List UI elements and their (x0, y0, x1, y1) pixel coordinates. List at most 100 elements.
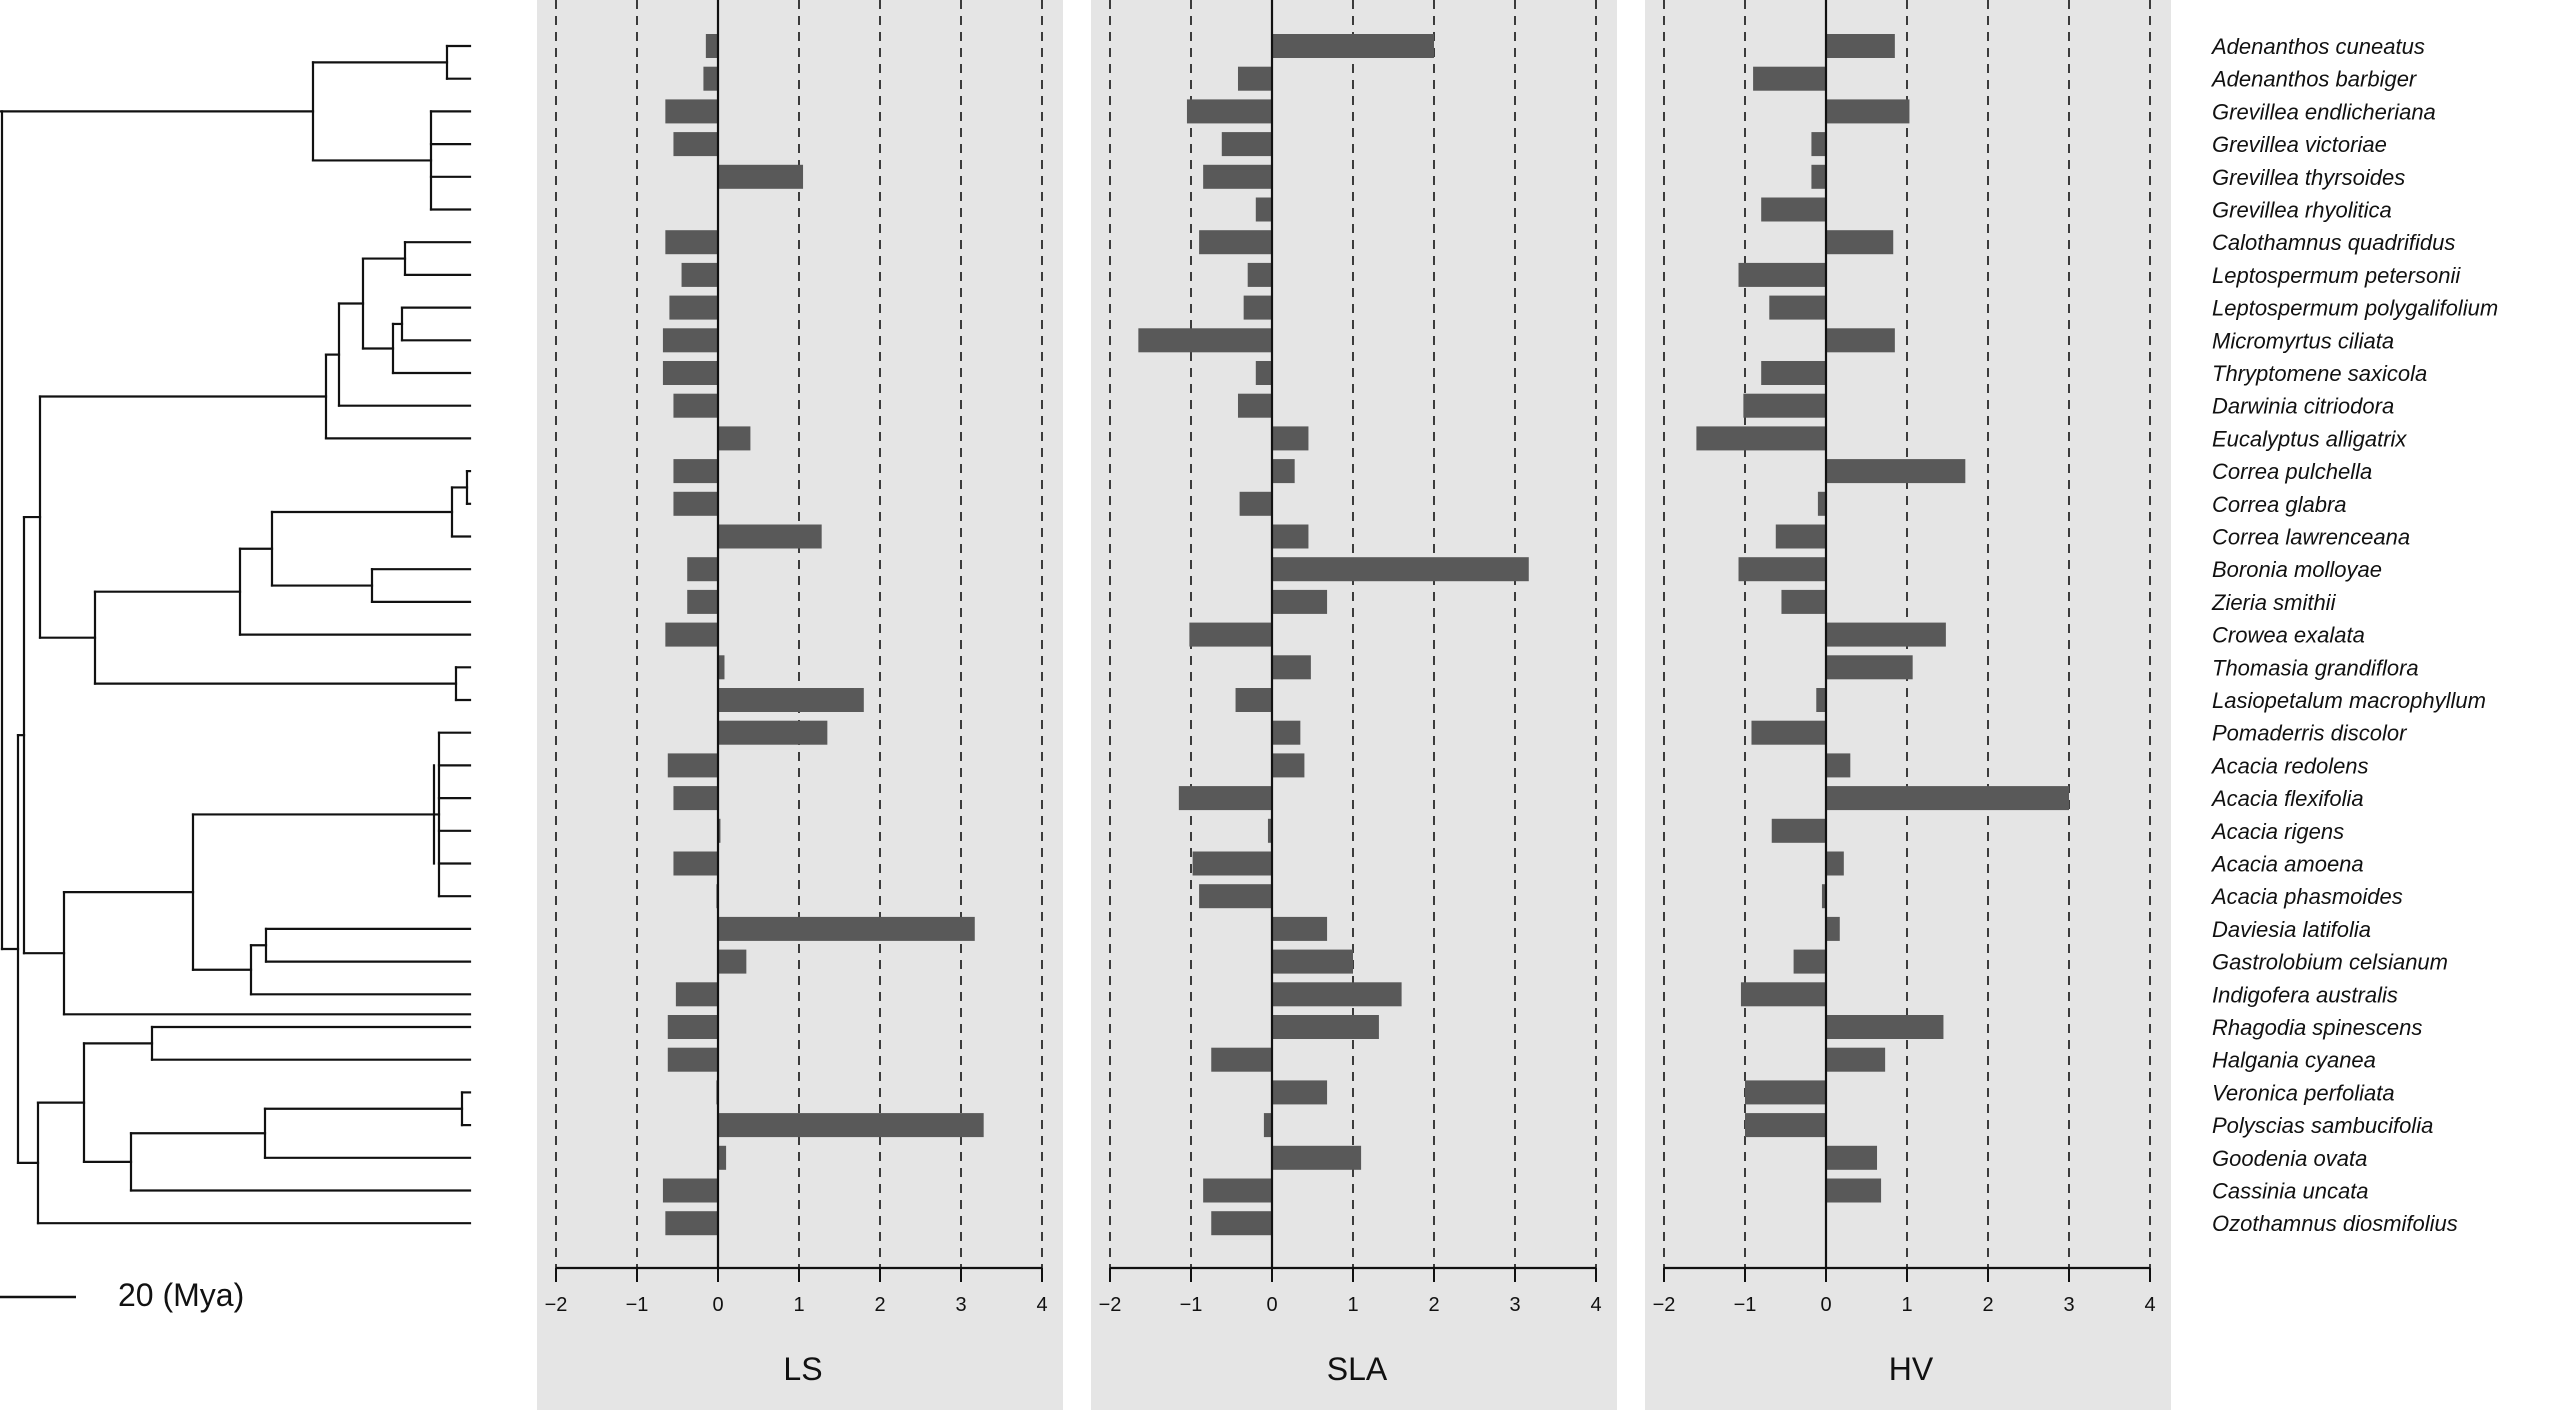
bar (1826, 1145, 1878, 1170)
bar (1738, 262, 1826, 287)
species-label: Rhagodia spinescens (2212, 1015, 2422, 1040)
bar (1272, 426, 1309, 451)
x-tick-label: −1 (626, 1294, 649, 1316)
x-tick-label: 1 (1347, 1294, 1358, 1316)
bar (1272, 1015, 1379, 1039)
bar (1255, 361, 1272, 385)
species-label: Leptospermum polygalifolium (2212, 296, 2498, 321)
x-tick-label: −2 (545, 1294, 568, 1316)
species-label: Cassinia uncata (2212, 1179, 2369, 1204)
bar (673, 491, 718, 516)
bar (1743, 393, 1826, 418)
bar (1247, 262, 1272, 287)
bar (718, 1145, 727, 1170)
bar (1826, 1015, 1944, 1039)
bar (1203, 1178, 1272, 1203)
panel-hv: −2 −1 0 1 2 3 4 HV (1645, 0, 2171, 1410)
x-tick-label: 3 (2063, 1294, 2074, 1316)
bar (673, 132, 718, 157)
species-label: Zieria smithii (2211, 590, 2337, 615)
species-label: Indigofera australis (2212, 982, 2398, 1007)
bar (1826, 622, 1946, 647)
bar (718, 720, 828, 745)
bar (1793, 949, 1826, 974)
bar (681, 262, 718, 287)
x-tick-label: 4 (1036, 1294, 1047, 1316)
species-label: Correa lawrenceana (2212, 525, 2410, 550)
species-label: Grevillea endlicheriana (2212, 99, 2436, 124)
bar (1745, 1080, 1826, 1105)
species-label: Crowea exalata (2212, 623, 2365, 648)
bar (1826, 851, 1844, 876)
bar (1826, 786, 2069, 811)
bar (673, 459, 718, 484)
bar (1237, 66, 1272, 91)
bar (673, 393, 718, 418)
panel-sla: −2 −1 0 1 2 3 4 SLA (1091, 0, 1617, 1410)
bar (718, 524, 822, 549)
bar (662, 1178, 718, 1203)
bar (1243, 295, 1272, 320)
panel-title: SLA (1327, 1351, 1388, 1387)
panel-background (1091, 0, 1617, 1410)
trait-panels: −2 −1 0 1 2 3 4 LS −2 −1 0 1 2 3 4 SLA −2 −1 0 1 2 3 4 HV (537, 0, 2171, 1410)
bar (1272, 1080, 1328, 1105)
x-tick-label: 1 (1901, 1294, 1912, 1316)
species-labels: Adenanthos cuneatus Adenanthos barbiger Gr… (2210, 34, 2498, 1236)
bar (669, 295, 718, 320)
species-label: Daviesia latifolia (2212, 917, 2371, 942)
bar (1769, 295, 1826, 320)
bar (1740, 982, 1826, 1007)
bar (1811, 164, 1826, 189)
species-label: Leptospermum petersonii (2212, 263, 2461, 288)
bar (1189, 622, 1272, 647)
bar (1738, 557, 1826, 582)
bar (718, 1113, 984, 1138)
species-label: Acacia redolens (2210, 753, 2369, 778)
species-label: Correa pulchella (2212, 459, 2372, 484)
x-tick-label: 2 (1982, 1294, 1993, 1316)
bar (718, 426, 751, 451)
x-tick-label: 2 (1428, 1294, 1439, 1316)
bar (1826, 230, 1894, 255)
bar (1272, 1145, 1362, 1170)
bar (1781, 589, 1826, 614)
species-label: Polyscias sambucifolia (2212, 1113, 2433, 1138)
panel-background (1645, 0, 2171, 1410)
bar (687, 589, 718, 614)
bar (718, 949, 747, 974)
x-tick-label: 2 (874, 1294, 885, 1316)
species-label: Grevillea rhyolitica (2212, 198, 2392, 223)
x-tick-label: −2 (1099, 1294, 1122, 1316)
scale-bar-label: 20 (Mya) (118, 1277, 244, 1313)
bar (1203, 164, 1272, 189)
bar (1826, 655, 1913, 680)
bar (1272, 34, 1434, 58)
bar (1272, 557, 1529, 582)
species-label: Ozothamnus diosmifolius (2212, 1211, 2458, 1236)
bar (1211, 1211, 1272, 1236)
x-tick-label: 4 (1590, 1294, 1601, 1316)
species-label: Pomaderris discolor (2212, 721, 2408, 746)
species-label: Thomasia grandiflora (2212, 655, 2419, 680)
bar (1272, 916, 1328, 941)
bar (1811, 132, 1826, 157)
bar (1272, 589, 1328, 614)
bar (667, 1015, 718, 1039)
bar (1826, 916, 1840, 941)
bar (665, 1211, 718, 1236)
bar (667, 1047, 718, 1072)
bar (1199, 230, 1272, 255)
bar (1826, 34, 1895, 58)
bar (1826, 1047, 1886, 1072)
x-tick-label: −1 (1734, 1294, 1757, 1316)
x-tick-label: 0 (1820, 1294, 1831, 1316)
x-tick-label: 3 (1509, 1294, 1520, 1316)
bar (1263, 1113, 1272, 1138)
bar (1237, 393, 1272, 418)
bar (675, 982, 718, 1007)
bar (1696, 426, 1826, 451)
species-label: Acacia amoena (2210, 852, 2364, 877)
bar (718, 655, 725, 680)
